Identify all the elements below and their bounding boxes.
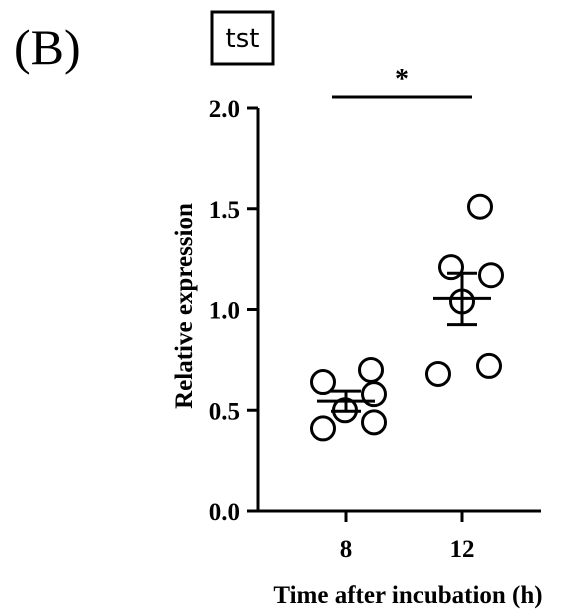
- gene-label-box: [210, 10, 275, 66]
- data-point: [425, 360, 451, 387]
- y-tick-label: 1.5: [209, 197, 240, 224]
- data-point: [478, 262, 504, 289]
- mean-sem-bars: [317, 271, 491, 413]
- data-point: [476, 352, 502, 379]
- data-point: [438, 254, 464, 281]
- y-tick-label: 0.0: [209, 499, 240, 526]
- y-axis-ticks: 0.0 0.5 1.0 1.5 2.0: [209, 96, 258, 526]
- gene-label: tst: [226, 24, 260, 54]
- data-point: [361, 381, 387, 408]
- x-tick-label: 8: [340, 536, 353, 563]
- x-axis-title: Time after incubation (h): [273, 582, 542, 609]
- data-points: [310, 193, 504, 442]
- y-axis-title: Relative expression: [171, 203, 198, 409]
- data-point: [361, 409, 387, 436]
- data-point: [310, 415, 336, 442]
- significance-marker: *: [395, 64, 409, 95]
- x-axis-ticks: 8 12: [340, 511, 475, 563]
- data-point: [310, 369, 336, 396]
- data-point: [358, 356, 384, 383]
- data-point: [467, 193, 493, 220]
- y-tick-label: 0.5: [209, 398, 240, 425]
- x-tick-label: 12: [450, 536, 475, 563]
- panel-label: (B): [14, 19, 81, 75]
- y-tick-label: 2.0: [209, 96, 240, 123]
- y-tick-label: 1.0: [209, 298, 240, 325]
